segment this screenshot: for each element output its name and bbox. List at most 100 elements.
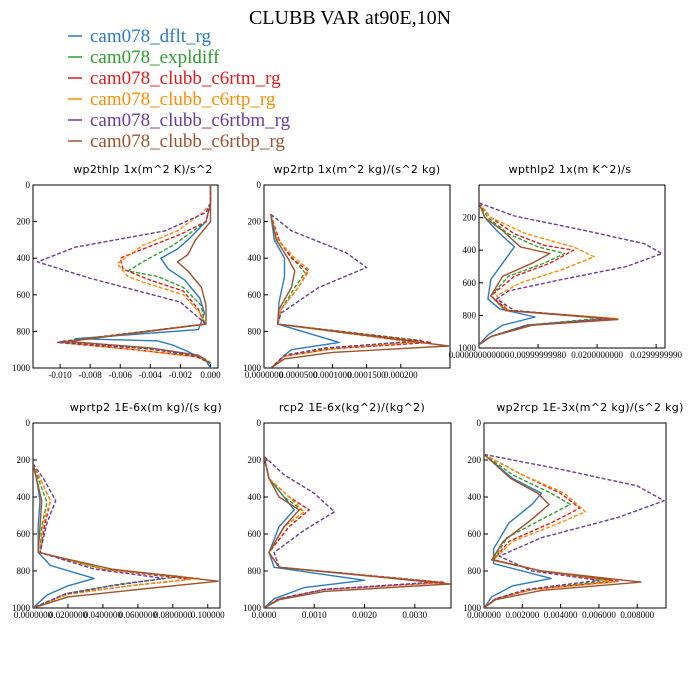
legend: cam078_dflt_rgcam078_expldiffcam078_club… xyxy=(68,26,291,152)
y-tick-label: 400 xyxy=(463,245,477,255)
y-tick-label: 800 xyxy=(248,566,262,576)
y-tick-label: 200 xyxy=(17,217,31,227)
series-line-cam078_dflt_rg xyxy=(33,463,95,608)
series-line-cam078_clubb_c6rtbm_rg xyxy=(270,213,416,368)
y-tick-label: 600 xyxy=(17,290,31,300)
y-tick-label: 0 xyxy=(26,418,31,428)
series-line-cam078_clubb_c6rtm_rg xyxy=(270,214,433,368)
plot-frame xyxy=(263,184,451,369)
y-tick-label: 600 xyxy=(463,278,477,288)
series-line-cam078_expldiff xyxy=(59,185,212,364)
x-tick-label: -0.002 xyxy=(169,370,192,380)
y-tick-label: 200 xyxy=(463,213,477,223)
y-tick-label: 800 xyxy=(468,566,482,576)
x-tick-label: 0.0000000 xyxy=(245,370,284,380)
series-line-cam078_clubb_c6rtbm_rg xyxy=(484,453,665,608)
series-line-cam078_clubb_c6rtbm_rg xyxy=(33,463,165,608)
x-tick-label: -0.004 xyxy=(139,370,163,380)
panel-1: wp2thlp 1x(m^2 K)/s^2 0 200 400 600 800 1000 -0… xyxy=(12,163,221,380)
y-tick-label: 0 xyxy=(257,180,262,190)
plot-frame xyxy=(263,422,452,609)
panel-title: wpthlp2 1x(m K^2)/s xyxy=(509,163,632,176)
x-tick-label: 0.006000 xyxy=(582,610,616,620)
series-line-cam078_clubb_c6rtbp_rg xyxy=(33,463,219,608)
series-line-cam078_dflt_rg xyxy=(74,185,212,368)
legend-entry: cam078_expldiff xyxy=(68,47,220,68)
y-tick-label: 0 xyxy=(26,180,31,190)
y-tick-label: 1000 xyxy=(243,363,262,373)
x-tick-label: 0.000200 xyxy=(384,370,418,380)
series-line-cam078_clubb_c6rtbm_rg xyxy=(36,185,212,365)
legend-label: cam078_clubb_c6rtm_rg xyxy=(90,68,281,89)
x-tick-label: -0.010 xyxy=(48,370,72,380)
y-tick-label: 200 xyxy=(468,455,482,465)
legend-entry: cam078_clubb_c6rtm_rg xyxy=(68,68,281,89)
y-tick-label: 200 xyxy=(248,217,262,227)
panel-4: wprtp2 1E-6x(m kg)/(s kg) 0 200 400 600 800 10… xyxy=(12,401,225,620)
y-tick-label: 1000 xyxy=(463,603,482,613)
legend-label: cam078_clubb_c6rtbp_rg xyxy=(90,131,285,152)
series-line-cam078_clubb_c6rtbp_rg xyxy=(264,456,451,608)
series-group xyxy=(36,185,212,368)
series-line-cam078_dflt_rg xyxy=(484,453,552,608)
series-line-cam078_clubb_c6rtp_rg xyxy=(33,463,200,608)
x-tick-label: 0.004000 xyxy=(544,610,578,620)
series-line-cam078_dflt_rg xyxy=(479,202,536,346)
x-tick-label: 0.0010 xyxy=(302,610,327,620)
x-tick-label: -0.008 xyxy=(79,370,103,380)
panel-3: wpthlp2 1x(m K^2)/s 200 400 600 800 10000.000… xyxy=(449,163,683,360)
series-line-cam078_clubb_c6rtp_rg xyxy=(484,453,615,608)
x-tick-label: 0.0030 xyxy=(402,610,427,620)
series-line-cam078_clubb_c6rtbm_rg xyxy=(479,202,663,346)
y-tick-label: 800 xyxy=(17,326,31,336)
panel-6: wp2rcp 1E-3x(m^2 kg)/(s^2 kg) 0 200 400 600 8… xyxy=(463,401,683,620)
x-tick-label: 0.0800000 xyxy=(154,610,193,620)
y-tick-label: 200 xyxy=(248,455,262,465)
panel-2: wp2rtp 1x(m^2 kg)/(s^2 kg) 0 200 400 600 800 1… xyxy=(243,163,451,380)
y-tick-label: 400 xyxy=(248,492,262,502)
x-tick-label: 0.000000 xyxy=(467,610,501,620)
x-tick-label: 0.002000 xyxy=(505,610,539,620)
y-tick-label: 600 xyxy=(248,529,262,539)
panel-title: wp2thlp 1x(m^2 K)/s^2 xyxy=(73,163,212,176)
series-group xyxy=(484,453,665,608)
y-tick-label: 400 xyxy=(17,253,31,263)
plot-frame xyxy=(32,184,219,369)
legend-entry: cam078_clubb_c6rtbm_rg xyxy=(68,110,291,131)
y-tick-label: 800 xyxy=(248,326,262,336)
series-line-cam078_clubb_c6rtp_rg xyxy=(264,456,441,608)
panel-title: rcp2 1E-6x(kg^2)/(kg^2) xyxy=(279,401,425,414)
x-tick-label: 0.0020 xyxy=(352,610,377,620)
series-line-cam078_clubb_c6rtbp_rg xyxy=(479,202,619,346)
series-line-cam078_clubb_c6rtbp_rg xyxy=(66,185,212,364)
legend-entry: cam078_clubb_c6rtbp_rg xyxy=(68,131,285,152)
y-tick-label: 1000 xyxy=(458,343,477,353)
y-tick-label: 800 xyxy=(463,310,477,320)
chart-panels: wp2thlp 1x(m^2 K)/s^2 0 200 400 600 800 1000 -0… xyxy=(12,163,683,620)
legend-label: cam078_dflt_rg xyxy=(90,26,212,47)
y-tick-label: 200 xyxy=(17,455,31,465)
x-tick-label: 0.0400000 xyxy=(84,610,123,620)
x-tick-label: -0.006 xyxy=(109,370,133,380)
figure-title: CLUBB VAR at90E,10N xyxy=(249,7,451,29)
series-line-cam078_expldiff xyxy=(270,214,422,368)
y-tick-label: 1000 xyxy=(243,603,262,613)
series-group xyxy=(270,213,450,368)
y-tick-label: 600 xyxy=(468,529,482,539)
x-tick-label: 0.0001500 xyxy=(347,370,386,380)
y-tick-label: 600 xyxy=(248,290,262,300)
series-line-cam078_clubb_c6rtbp_rg xyxy=(484,453,642,608)
panel-title: wp2rtp 1x(m^2 kg)/(s^2 kg) xyxy=(273,163,440,176)
legend-label: cam078_clubb_c6rtbm_rg xyxy=(90,110,291,131)
panel-5: rcp2 1E-6x(kg^2)/(kg^2) 0 200 400 600 800 1000… xyxy=(243,401,452,620)
x-tick-label: 0.0200000000 xyxy=(571,350,623,360)
series-group xyxy=(33,463,219,608)
series-line-cam078_clubb_c6rtm_rg xyxy=(484,453,619,608)
x-tick-label: 0.000 xyxy=(200,370,221,380)
panel-title: wprtp2 1E-6x(m kg)/(s kg) xyxy=(70,401,222,414)
x-tick-label: 0.100000 xyxy=(191,610,225,620)
x-tick-label: 0.00999999980 xyxy=(510,350,567,360)
series-group xyxy=(264,455,451,608)
x-tick-label: 0.0200000 xyxy=(49,610,88,620)
